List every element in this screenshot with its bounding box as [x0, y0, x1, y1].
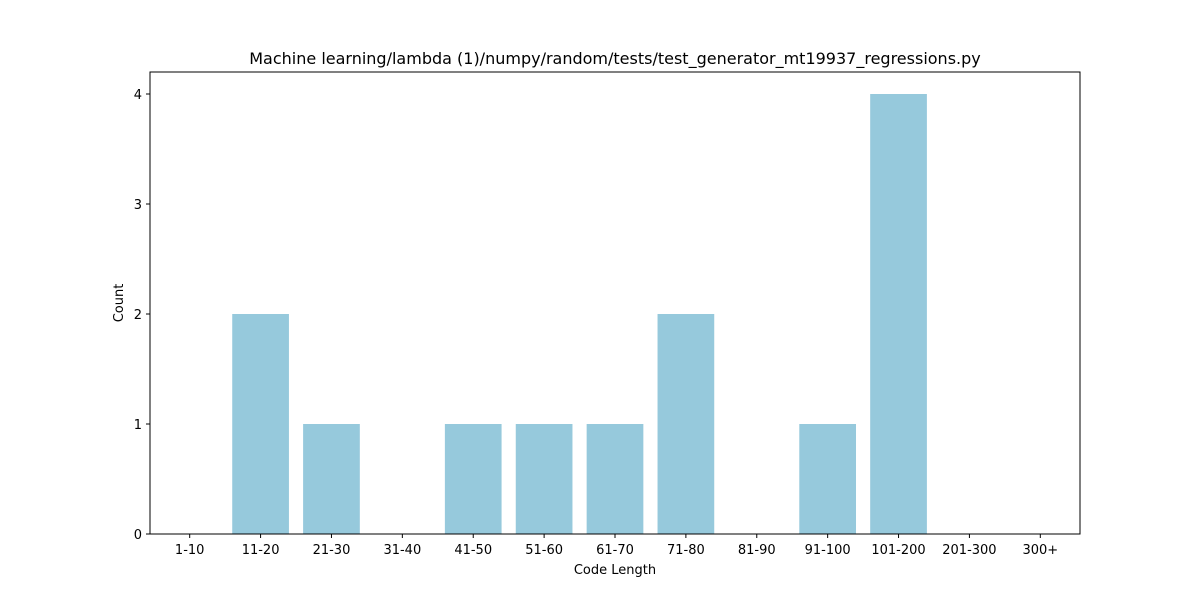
bar-61-70 — [586, 424, 644, 534]
x-tick-label: 101-200 — [871, 543, 925, 558]
x-tick-label: 21-30 — [313, 543, 351, 558]
y-tick-label: 0 — [134, 528, 142, 543]
y-tick-label: 4 — [134, 88, 142, 103]
y-tick-label: 2 — [134, 308, 142, 323]
bar-11-20 — [232, 314, 289, 534]
bar-91-100 — [799, 424, 857, 534]
y-axis-label: Count — [112, 284, 127, 323]
x-tick-label: 11-20 — [242, 543, 280, 558]
x-tick-label: 1-10 — [175, 543, 205, 558]
x-tick-label: 201-300 — [942, 543, 996, 558]
x-tick-label: 71-80 — [667, 543, 705, 558]
x-axis: 1-10 11-20 21-30 31-40 41-50 51-60 61-70 71-80 8… — [175, 534, 1058, 558]
bar-71-80 — [657, 314, 715, 534]
x-tick-label: 51-60 — [525, 543, 563, 558]
bar-41-50 — [444, 424, 502, 534]
x-tick-label: 300+ — [1022, 543, 1058, 558]
x-tick-label: 81-90 — [738, 543, 776, 558]
x-tick-label: 91-100 — [805, 543, 851, 558]
y-tick-label: 3 — [134, 198, 142, 213]
x-tick-label: 41-50 — [454, 543, 492, 558]
bar-21-30 — [303, 424, 360, 534]
x-tick-label: 31-40 — [383, 543, 421, 558]
bar-51-60 — [515, 424, 573, 534]
x-tick-label: 61-70 — [596, 543, 634, 558]
chart-title: Machine learning/lambda (1)/numpy/random… — [249, 49, 980, 69]
y-tick-label: 1 — [134, 418, 142, 433]
bar-101-200 — [870, 94, 927, 534]
bars-group — [232, 94, 927, 534]
y-axis: 0 1 2 3 4 — [134, 88, 150, 543]
x-axis-label: Code Length — [574, 563, 656, 578]
